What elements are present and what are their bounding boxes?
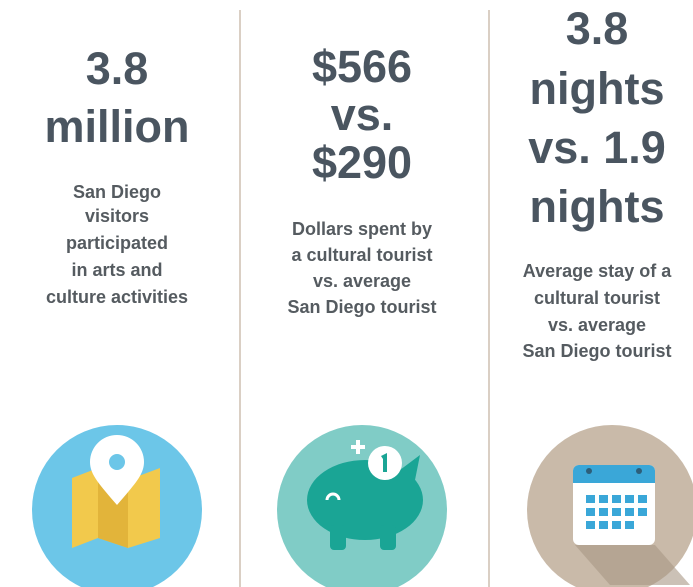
description: San Diego tourist: [287, 297, 436, 317]
description: San Diego: [73, 182, 161, 202]
piggy-bank-icon: [277, 425, 447, 587]
description: participated: [66, 233, 168, 253]
description: Average stay of a: [523, 261, 672, 281]
headline: vs. 1.9: [528, 122, 666, 173]
description: in arts and: [71, 260, 162, 280]
description: cultural tourist: [534, 288, 660, 308]
description: vs. average: [548, 315, 646, 335]
description: culture activities: [46, 287, 188, 307]
description: visitors: [85, 206, 149, 226]
description: vs. average: [313, 271, 411, 291]
headline: nights: [530, 181, 665, 232]
headline: nights: [530, 63, 665, 114]
description: a cultural tourist: [291, 245, 432, 265]
headline: $566: [312, 41, 412, 92]
description: San Diego tourist: [522, 341, 671, 361]
headline: 3.8: [86, 43, 149, 94]
headline: vs.: [331, 89, 394, 140]
headline: $290: [312, 137, 412, 188]
headline: 3.8: [566, 3, 629, 54]
calendar-icon: [527, 425, 693, 587]
description: Dollars spent by: [292, 219, 432, 239]
headline: million: [45, 101, 190, 152]
map-icon: [32, 425, 202, 587]
